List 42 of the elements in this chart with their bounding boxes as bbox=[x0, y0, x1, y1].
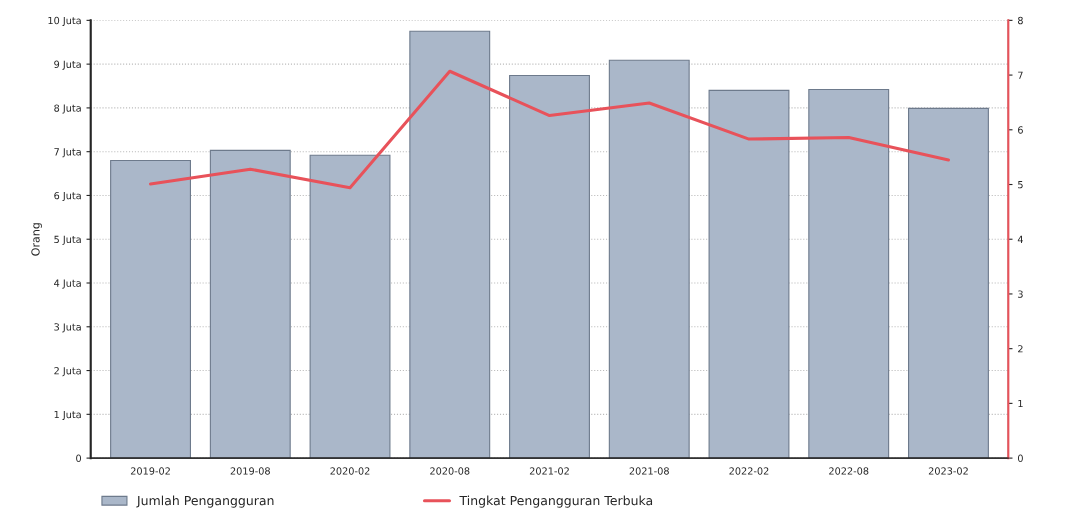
bar bbox=[409, 30, 491, 459]
legend-label: Tingkat Pengangguran Terbuka bbox=[459, 495, 653, 508]
y-tick-label: 5 Juta bbox=[54, 235, 81, 245]
bar bbox=[509, 74, 590, 459]
line-series bbox=[149, 69, 950, 190]
y2-tick-label: 3 bbox=[1018, 290, 1023, 298]
bar bbox=[209, 149, 291, 459]
y2-tick-label: 2 bbox=[1018, 345, 1023, 353]
y2-tick-label: 4 bbox=[1017, 235, 1023, 243]
bar bbox=[808, 88, 890, 459]
x-tick-label: 2022-02 bbox=[729, 467, 769, 475]
y2-tick-label: 6 bbox=[1018, 126, 1023, 134]
legend-label: Jumlah Pengangguran bbox=[136, 495, 274, 508]
y-tick-label: 8 Juta bbox=[54, 104, 81, 114]
y-tick-label: 1 Juta bbox=[54, 410, 81, 420]
x-tick-label: 2020-02 bbox=[330, 467, 370, 475]
bar bbox=[110, 159, 191, 459]
bar bbox=[908, 107, 989, 459]
y2-tick-label: 8 bbox=[1018, 16, 1023, 25]
x-tick-label: 2019-02 bbox=[130, 467, 170, 475]
y-tick-label: 10 Juta bbox=[48, 16, 81, 26]
x-tick-label: 2021-02 bbox=[529, 467, 569, 475]
y-tick-label: 7 Juta bbox=[54, 148, 81, 158]
x-tick-label: 2020-08 bbox=[430, 467, 470, 475]
y-tick-label: 3 Juta bbox=[54, 323, 81, 333]
bar bbox=[309, 154, 391, 459]
x-tick-label: 2021-08 bbox=[629, 467, 669, 475]
y-tick-label: 6 Juta bbox=[54, 191, 81, 202]
bar bbox=[608, 59, 690, 459]
x-tick-label: 2023-02 bbox=[928, 467, 968, 475]
y2-tick-label: 5 bbox=[1018, 181, 1023, 189]
y2-tick-label: 0 bbox=[1017, 454, 1023, 462]
y2-tick-label: 7 bbox=[1018, 71, 1023, 79]
x-tick-label: 2019-08 bbox=[230, 467, 270, 475]
bar bbox=[708, 89, 790, 459]
y2-tick-label: 1 bbox=[1018, 399, 1023, 408]
y-tick-label: 4 Juta bbox=[54, 279, 81, 289]
y-tick-label: 0 bbox=[76, 454, 82, 462]
y-tick-label: 2 Juta bbox=[54, 367, 81, 377]
x-tick-label: 2022-08 bbox=[829, 467, 869, 475]
y-axis-title: Orang bbox=[31, 223, 42, 256]
y-tick-label: 9 Juta bbox=[54, 60, 81, 70]
